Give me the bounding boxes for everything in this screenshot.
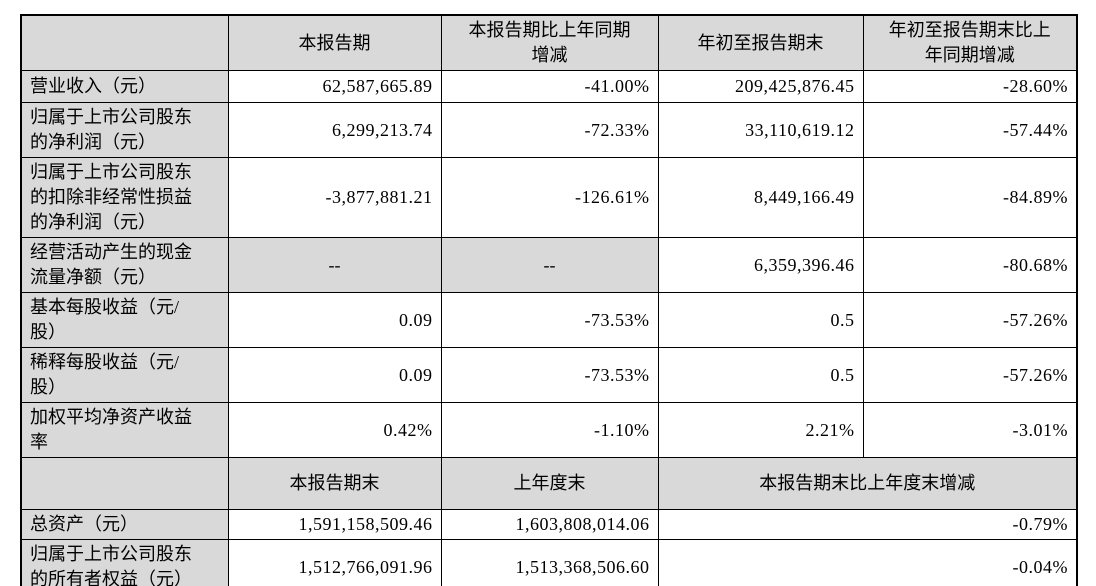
value-cell: 6,359,396.46 (657, 237, 864, 293)
value-cell: -84.89% (862, 157, 1078, 238)
table-row: 归属于上市公司股东 的扣除非经常性损益 的净利润（元） -3,877,881.2… (20, 157, 1078, 238)
table-row: 归属于上市公司股东 的净利润（元） 6,299,213.74 -72.33% 3… (20, 102, 1078, 158)
value-cell: -126.61% (440, 157, 659, 238)
value-cell: 6,299,213.74 (227, 102, 442, 158)
row-label-weighted-avg-roe: 加权平均净资产收益 率 (20, 402, 229, 458)
header-end-of-period: 本报告期末 (227, 457, 442, 510)
row-label-net-profit-excl-nonrecurring: 归属于上市公司股东 的扣除非经常性损益 的净利润（元） (20, 157, 229, 238)
table-row: 归属于上市公司股东 的所有者权益（元） 1,512,766,091.96 1,5… (20, 539, 1078, 586)
value-cell: 0.5 (657, 347, 864, 403)
value-cell: -57.44% (862, 102, 1078, 158)
value-cell: 1,591,158,509.46 (227, 509, 442, 540)
value-cell: 0.5 (657, 292, 864, 348)
value-cell-dash: -- (227, 237, 442, 293)
table-row: 稀释每股收益（元/ 股） 0.09 -73.53% 0.5 -57.26% (20, 347, 1078, 403)
value-cell: -72.33% (440, 102, 659, 158)
row-label-net-profit: 归属于上市公司股东 的净利润（元） (20, 102, 229, 158)
table-row: 经营活动产生的现金 流量净额（元） -- -- 6,359,396.46 -80… (20, 237, 1078, 293)
value-cell: -73.53% (440, 347, 659, 403)
value-cell: 1,512,766,091.96 (227, 539, 442, 586)
value-cell: -28.60% (862, 70, 1078, 103)
header-row-bottom: 本报告期末 上年度末 本报告期末比上年度末增减 (20, 457, 1078, 510)
value-cell: 8,449,166.49 (657, 157, 864, 238)
value-cell: -41.00% (440, 70, 659, 103)
value-cell: -57.26% (862, 292, 1078, 348)
value-cell: -57.26% (862, 347, 1078, 403)
header-end-of-last-year: 上年度末 (440, 457, 659, 510)
value-cell: 0.09 (227, 347, 442, 403)
value-cell: -0.79% (657, 509, 1078, 540)
table-row: 总资产（元） 1,591,158,509.46 1,603,808,014.06… (20, 509, 1078, 540)
value-cell: -80.68% (862, 237, 1078, 293)
header-row-top: 本报告期 本报告期比上年同期 增减 年初至报告期末 年初至报告期末比上 年同期增… (20, 14, 1078, 71)
row-label-total-assets: 总资产（元） (20, 509, 229, 540)
header-ytd: 年初至报告期末 (657, 14, 864, 71)
header-change-vs-last-year-end: 本报告期末比上年度末增减 (657, 457, 1078, 510)
value-cell: -3.01% (862, 402, 1078, 458)
value-cell: 1,513,368,506.60 (440, 539, 659, 586)
header-current-period: 本报告期 (227, 14, 442, 71)
header-corner-blank (20, 14, 229, 71)
value-cell: 1,603,808,014.06 (440, 509, 659, 540)
row-label-diluted-eps: 稀释每股收益（元/ 股） (20, 347, 229, 403)
table-row: 基本每股收益（元/ 股） 0.09 -73.53% 0.5 -57.26% (20, 292, 1078, 348)
row-label-equity-attributable: 归属于上市公司股东 的所有者权益（元） (20, 539, 229, 586)
value-cell: 62,587,665.89 (227, 70, 442, 103)
table-row: 营业收入（元） 62,587,665.89 -41.00% 209,425,87… (20, 70, 1078, 103)
financial-summary-table: 本报告期 本报告期比上年同期 增减 年初至报告期末 年初至报告期末比上 年同期增… (20, 14, 1078, 586)
value-cell: 209,425,876.45 (657, 70, 864, 103)
value-cell-dash: -- (440, 237, 659, 293)
row-label-basic-eps: 基本每股收益（元/ 股） (20, 292, 229, 348)
value-cell: -73.53% (440, 292, 659, 348)
header-corner-blank-2 (20, 457, 229, 510)
value-cell: 0.09 (227, 292, 442, 348)
value-cell: -0.04% (657, 539, 1078, 586)
value-cell: 33,110,619.12 (657, 102, 864, 158)
header-ytd-yoy-change: 年初至报告期末比上 年同期增减 (862, 14, 1078, 71)
row-label-operating-revenue: 营业收入（元） (20, 70, 229, 103)
table-row: 加权平均净资产收益 率 0.42% -1.10% 2.21% -3.01% (20, 402, 1078, 458)
value-cell: 0.42% (227, 402, 442, 458)
value-cell: -1.10% (440, 402, 659, 458)
value-cell: -3,877,881.21 (227, 157, 442, 238)
value-cell: 2.21% (657, 402, 864, 458)
row-label-operating-cash-flow: 经营活动产生的现金 流量净额（元） (20, 237, 229, 293)
header-yoy-change: 本报告期比上年同期 增减 (440, 14, 659, 71)
